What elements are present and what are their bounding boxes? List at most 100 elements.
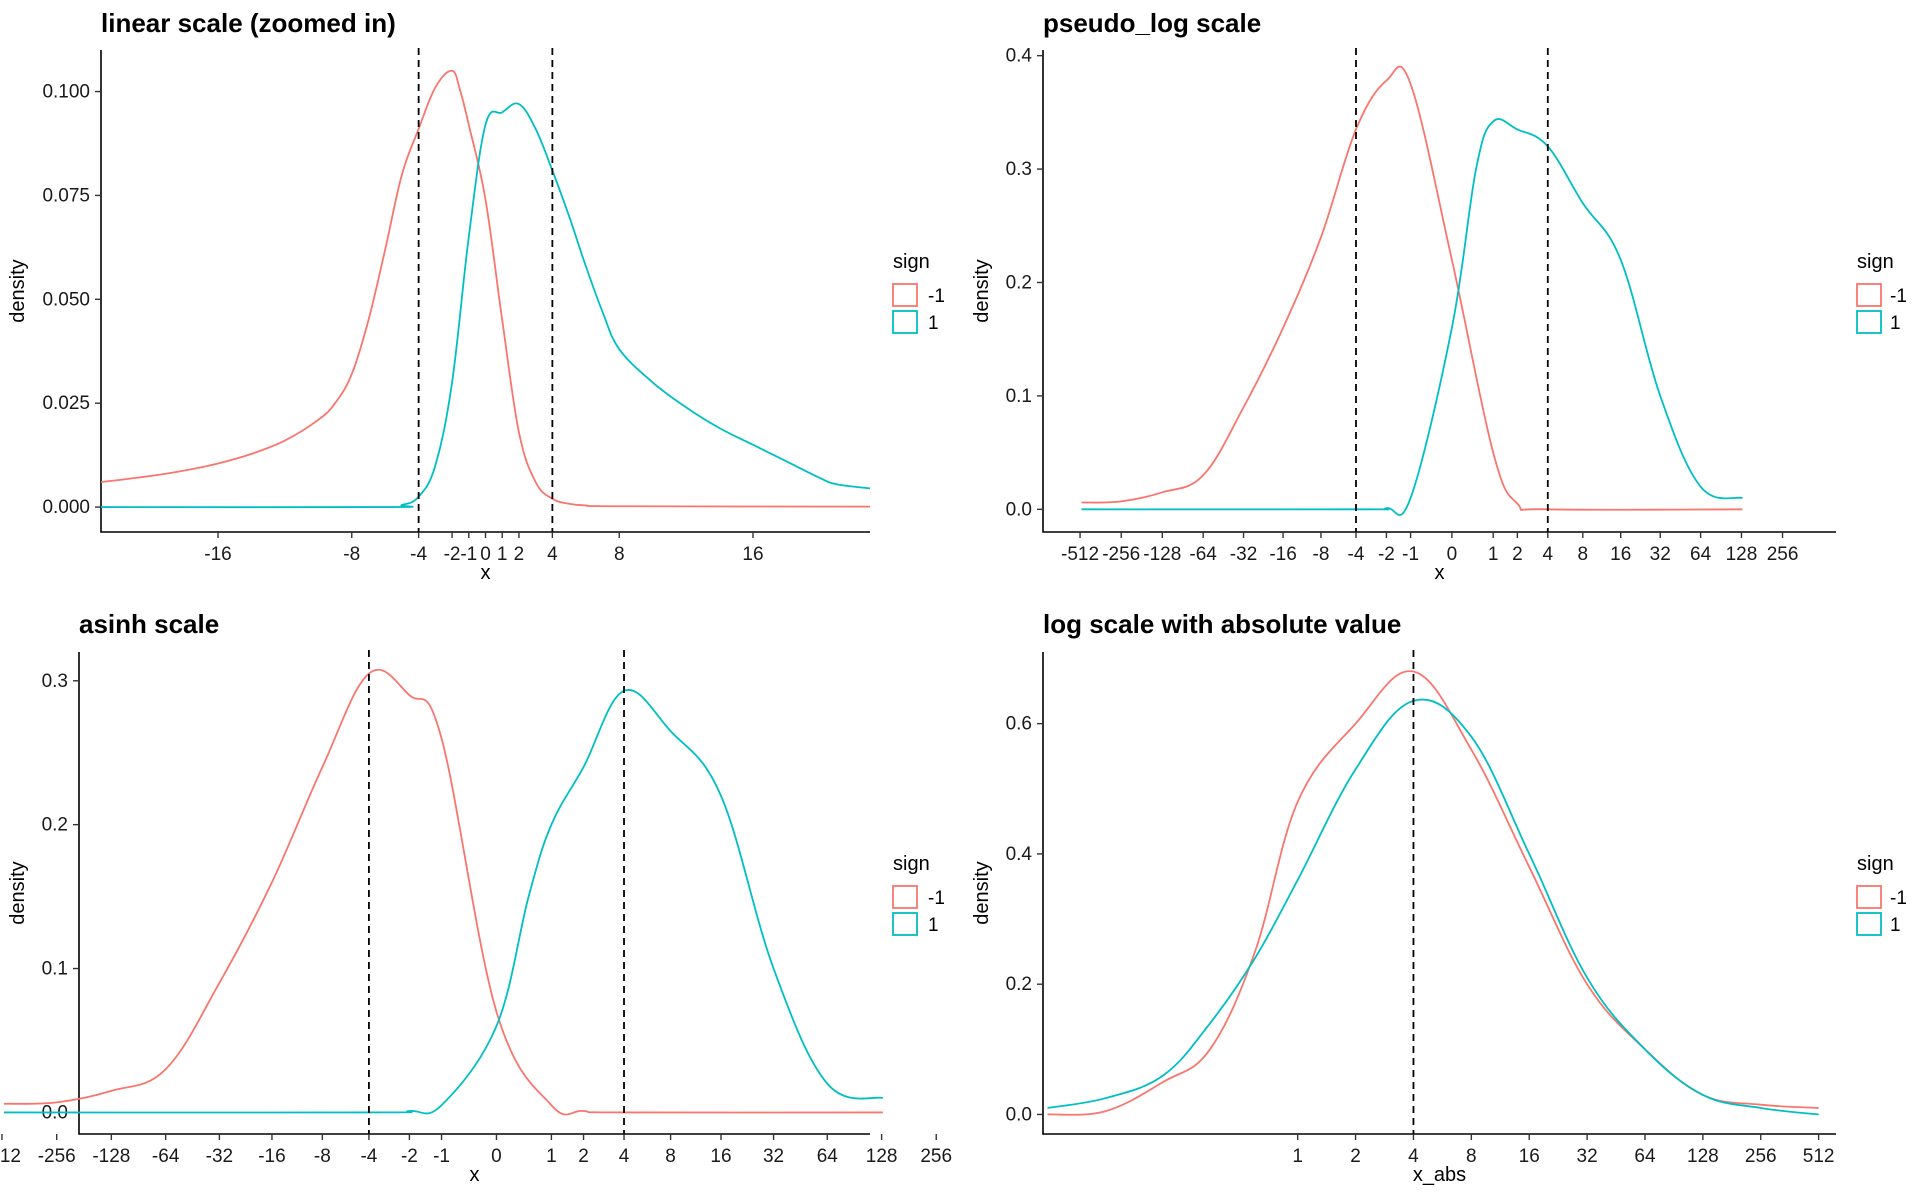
x-tick-label: 1 xyxy=(1488,544,1499,565)
x-tick-label: 8 xyxy=(1578,544,1589,565)
density-line-sign-neg xyxy=(1081,65,1743,511)
x-tick-label: -4 xyxy=(1348,544,1365,565)
x-tick-label: -128 xyxy=(92,1146,130,1167)
x-tick-label: 2 xyxy=(578,1146,589,1167)
x-tick-label: 0 xyxy=(480,544,491,565)
x-tick-label: -512 xyxy=(0,1146,21,1167)
panel-linear-scale: linear scale (zoomed in) 0.000 0.025 0.050… xyxy=(7,8,945,584)
x-axis-title: x xyxy=(1435,562,1445,584)
x-tick-label: 16 xyxy=(1610,544,1631,565)
y-axis-title: density xyxy=(7,259,29,322)
legend-key-pos xyxy=(1856,912,1882,936)
x-tick-label: 256 xyxy=(920,1146,952,1167)
legend-label-neg: -1 xyxy=(1890,286,1907,307)
x-tick-label: -2 xyxy=(401,1146,418,1167)
x-axis-title: x xyxy=(470,1164,480,1186)
x-tick-label: 4 xyxy=(1408,1146,1419,1167)
legend-label-pos: 1 xyxy=(1890,915,1901,936)
x-tick-label: 4 xyxy=(1543,544,1554,565)
panel-title: pseudo_log scale xyxy=(1043,8,1261,38)
x-tick-label: 4 xyxy=(619,1146,630,1167)
y-tick-label: 0.0 xyxy=(1006,499,1032,520)
x-tick-label: 32 xyxy=(1650,544,1671,565)
x-tick-label: 2 xyxy=(514,544,525,565)
x-tick-label: -4 xyxy=(360,1146,377,1167)
density-line-sign-pos xyxy=(1081,118,1743,516)
legend-label-neg: -1 xyxy=(928,286,945,307)
y-tick-label: 0.2 xyxy=(1006,974,1032,995)
x-tick-label: 1 xyxy=(546,1146,557,1167)
density-line-sign-neg xyxy=(3,668,883,1116)
y-tick-label: 0.3 xyxy=(42,671,68,692)
x-tick-label: 0 xyxy=(1447,544,1458,565)
x-tick-label: -1 xyxy=(433,1146,450,1167)
legend: sign -1 1 xyxy=(892,853,945,936)
x-tick-label: -16 xyxy=(258,1146,285,1167)
x-tick-label: 8 xyxy=(1466,1146,1477,1167)
x-tick-label: -8 xyxy=(314,1146,331,1167)
y-axis-title: density xyxy=(971,259,993,322)
legend-label-neg: -1 xyxy=(1890,888,1907,909)
x-tick-label: 128 xyxy=(1726,544,1758,565)
plot-area: 0.0 0.2 0.4 0.6 1 2 4 8 16 32 64 128 256 512 x_abs dens… xyxy=(971,650,1836,1186)
legend-key-neg xyxy=(1856,283,1882,307)
x-tick-label: 64 xyxy=(1690,544,1712,565)
legend: sign -1 1 xyxy=(1856,853,1907,936)
legend-key-pos xyxy=(892,310,918,334)
x-tick-label: 32 xyxy=(763,1146,784,1167)
x-tick-label: 16 xyxy=(1519,1146,1540,1167)
x-tick-label: 128 xyxy=(1687,1146,1719,1167)
x-tick-label: -8 xyxy=(343,544,360,565)
x-tick-label: 256 xyxy=(1745,1146,1777,1167)
x-tick-label: 64 xyxy=(817,1146,839,1167)
x-tick-label: 128 xyxy=(866,1146,898,1167)
legend-label-pos: 1 xyxy=(928,915,939,936)
x-tick-label: -128 xyxy=(1143,544,1181,565)
y-tick-label: 0.000 xyxy=(42,497,90,518)
x-tick-label: -32 xyxy=(206,1146,233,1167)
x-tick-label: 2 xyxy=(1512,544,1523,565)
y-tick-label: 0.3 xyxy=(1006,159,1032,180)
x-tick-label: 0 xyxy=(491,1146,502,1167)
density-line-sign-pos xyxy=(100,102,871,509)
plot-area: 0.00.10.20.3-512-256-128-64-32-16-8-4-2-… xyxy=(0,650,952,1186)
x-tick-label: -1 xyxy=(460,544,477,565)
legend-key-neg xyxy=(892,283,918,307)
density-line-sign-neg xyxy=(1047,670,1819,1116)
legend-label-pos: 1 xyxy=(1890,313,1901,334)
x-tick-label: 16 xyxy=(710,1146,731,1167)
y-tick-label: 0.4 xyxy=(1006,46,1033,67)
x-tick-label: -1 xyxy=(1402,544,1419,565)
x-tick-label: -16 xyxy=(1269,544,1296,565)
x-axis-title: x xyxy=(481,562,491,584)
plot-area: 0.00.10.20.30.4-512 -256 -128 -64 -32 -16 -8 -4… xyxy=(971,46,1836,584)
x-tick-label: -32 xyxy=(1230,544,1257,565)
legend-key-pos xyxy=(892,912,918,936)
y-tick-label: 0.2 xyxy=(1006,272,1032,293)
y-tick-label: 0.100 xyxy=(42,82,90,103)
panel-title: linear scale (zoomed in) xyxy=(101,8,396,38)
y-tick-label: 0.6 xyxy=(1006,714,1032,735)
axis-lines xyxy=(1042,652,1836,1135)
x-tick-label: 16 xyxy=(742,544,763,565)
panel-title: log scale with absolute value xyxy=(1043,609,1401,639)
x-tick-label: -256 xyxy=(1102,544,1140,565)
legend-label-pos: 1 xyxy=(928,313,939,334)
x-tick-label: -4 xyxy=(410,544,427,565)
x-tick-label: 256 xyxy=(1767,544,1799,565)
legend-title: sign xyxy=(893,853,930,875)
y-tick-label: 0.1 xyxy=(1006,386,1032,407)
x-tick-label: 2 xyxy=(1350,1146,1361,1167)
x-tick-label: 8 xyxy=(614,544,625,565)
legend-title: sign xyxy=(893,251,930,273)
x-axis-title: x_abs xyxy=(1413,1164,1466,1186)
panel-pseudo-log-scale: pseudo_log scale 0.0 0.1 0.2 0.3 0.4 -512 -256… xyxy=(971,8,1907,584)
axis-lines xyxy=(78,652,870,1135)
axis-lines xyxy=(1042,50,1836,533)
density-line-sign-neg xyxy=(100,69,871,508)
x-tick-label: 4 xyxy=(547,544,558,565)
panel-asinh-scale: asinh scale 0.00.10.20.3-512-256-128-64-… xyxy=(0,609,952,1186)
y-tick-label: 0.050 xyxy=(42,289,90,310)
density-line-sign-pos xyxy=(3,689,884,1115)
